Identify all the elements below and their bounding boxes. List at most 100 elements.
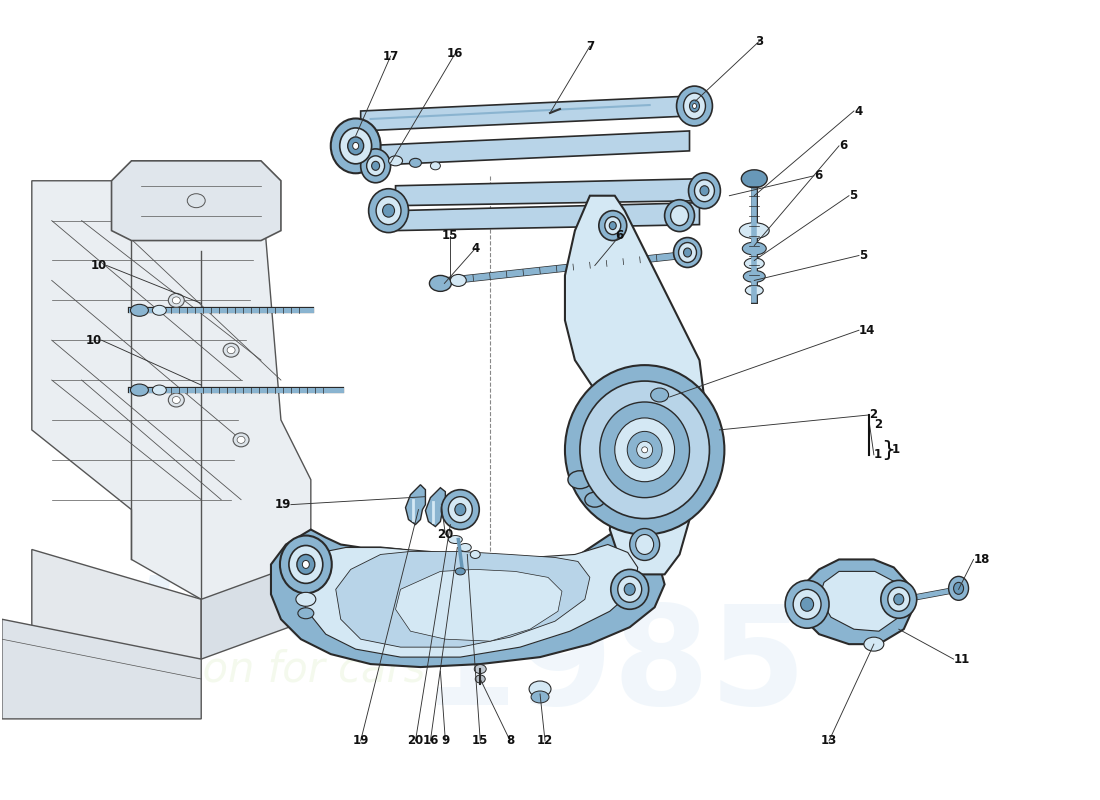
Ellipse shape [636, 534, 653, 554]
Text: 20: 20 [437, 528, 453, 541]
Ellipse shape [449, 535, 462, 543]
Ellipse shape [671, 206, 689, 226]
Ellipse shape [580, 381, 710, 518]
Ellipse shape [689, 173, 720, 209]
Ellipse shape [454, 504, 465, 515]
Ellipse shape [641, 447, 648, 453]
Text: 17: 17 [383, 50, 398, 62]
Ellipse shape [187, 194, 206, 208]
Ellipse shape [673, 238, 702, 267]
Ellipse shape [605, 217, 620, 234]
Ellipse shape [693, 103, 696, 109]
Ellipse shape [238, 436, 245, 443]
Ellipse shape [471, 550, 481, 558]
Ellipse shape [331, 118, 381, 174]
Ellipse shape [368, 189, 408, 233]
Text: 13: 13 [821, 734, 837, 747]
Ellipse shape [598, 210, 627, 241]
Ellipse shape [441, 490, 480, 530]
Ellipse shape [948, 576, 968, 600]
Ellipse shape [409, 158, 421, 167]
Ellipse shape [475, 675, 485, 683]
Text: 18: 18 [974, 553, 990, 566]
Ellipse shape [683, 248, 692, 257]
Ellipse shape [739, 222, 769, 238]
Text: 5: 5 [849, 190, 857, 202]
Polygon shape [301, 545, 638, 657]
Ellipse shape [744, 270, 766, 282]
Polygon shape [2, 619, 201, 719]
Ellipse shape [745, 258, 764, 269]
Text: 6: 6 [616, 229, 624, 242]
Polygon shape [361, 131, 690, 166]
Polygon shape [396, 202, 700, 230]
Ellipse shape [131, 384, 149, 396]
Text: 6: 6 [814, 170, 823, 182]
Text: 19: 19 [352, 734, 368, 747]
Text: 5: 5 [859, 249, 867, 262]
Text: 9: 9 [441, 734, 450, 747]
Ellipse shape [340, 128, 372, 164]
Text: 10: 10 [90, 259, 107, 272]
Polygon shape [406, 485, 426, 525]
Text: 20: 20 [407, 734, 424, 747]
Ellipse shape [664, 200, 694, 231]
Ellipse shape [449, 497, 472, 522]
Ellipse shape [233, 433, 249, 447]
Ellipse shape [742, 242, 767, 255]
Text: 1985: 1985 [420, 599, 806, 734]
Polygon shape [271, 530, 664, 667]
Ellipse shape [618, 576, 641, 602]
Ellipse shape [700, 186, 708, 196]
Ellipse shape [864, 637, 883, 651]
Text: 16: 16 [422, 734, 439, 747]
Ellipse shape [690, 100, 700, 112]
Ellipse shape [297, 554, 315, 574]
Ellipse shape [741, 170, 767, 188]
Polygon shape [565, 196, 704, 574]
Ellipse shape [785, 580, 829, 628]
Ellipse shape [168, 393, 185, 407]
Polygon shape [426, 488, 446, 526]
Ellipse shape [624, 583, 635, 595]
Ellipse shape [455, 568, 465, 575]
Ellipse shape [694, 180, 714, 202]
Ellipse shape [361, 149, 390, 182]
Text: 4: 4 [471, 242, 480, 255]
Ellipse shape [450, 274, 466, 286]
Polygon shape [32, 181, 311, 599]
Ellipse shape [746, 286, 763, 295]
Polygon shape [32, 550, 201, 659]
Text: 2: 2 [873, 418, 882, 431]
Text: 19: 19 [275, 498, 290, 511]
Text: 2: 2 [869, 409, 877, 422]
Polygon shape [396, 178, 700, 206]
Ellipse shape [302, 561, 309, 569]
Ellipse shape [353, 142, 359, 150]
Ellipse shape [609, 222, 616, 230]
Ellipse shape [168, 294, 185, 307]
Text: 1: 1 [892, 443, 900, 456]
Ellipse shape [585, 492, 605, 507]
Ellipse shape [629, 529, 660, 561]
Ellipse shape [474, 665, 486, 674]
Ellipse shape [954, 582, 964, 594]
Ellipse shape [388, 156, 403, 166]
Polygon shape [111, 161, 280, 241]
Ellipse shape [650, 388, 669, 402]
Ellipse shape [348, 137, 364, 155]
Text: 12: 12 [537, 734, 553, 747]
Text: 7: 7 [586, 40, 594, 53]
Ellipse shape [894, 594, 904, 605]
Text: 10: 10 [86, 334, 101, 346]
Ellipse shape [683, 93, 705, 119]
Ellipse shape [600, 402, 690, 498]
Ellipse shape [793, 590, 821, 619]
Ellipse shape [627, 431, 662, 468]
Ellipse shape [223, 343, 239, 357]
Text: 14: 14 [859, 324, 876, 337]
Polygon shape [361, 96, 690, 131]
Text: }: } [881, 440, 895, 460]
Ellipse shape [372, 162, 379, 170]
Ellipse shape [531, 691, 549, 703]
